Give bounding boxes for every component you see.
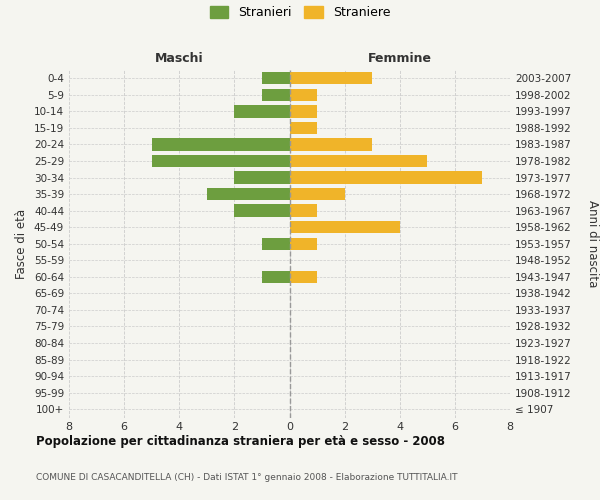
Bar	[235, 204, 290, 217]
Bar	[152, 138, 290, 150]
Bar	[262, 72, 290, 85]
Bar	[235, 172, 290, 184]
Bar	[235, 105, 290, 118]
Bar	[290, 172, 482, 184]
Legend: Stranieri, Straniere: Stranieri, Straniere	[209, 6, 391, 19]
Bar	[152, 155, 290, 167]
Bar	[290, 88, 317, 101]
Bar	[290, 221, 400, 234]
Bar	[207, 188, 290, 200]
Bar	[290, 122, 317, 134]
Bar	[290, 138, 372, 150]
Y-axis label: Anni di nascita: Anni di nascita	[586, 200, 599, 288]
Bar	[290, 155, 427, 167]
Bar	[262, 238, 290, 250]
Bar	[290, 238, 317, 250]
Text: Femmine: Femmine	[368, 52, 432, 65]
Bar	[290, 188, 344, 200]
Text: Maschi: Maschi	[155, 52, 203, 65]
Y-axis label: Fasce di età: Fasce di età	[16, 208, 28, 279]
Text: Popolazione per cittadinanza straniera per età e sesso - 2008: Popolazione per cittadinanza straniera p…	[36, 435, 445, 448]
Bar	[290, 105, 317, 118]
Text: COMUNE DI CASACANDITELLA (CH) - Dati ISTAT 1° gennaio 2008 - Elaborazione TUTTIT: COMUNE DI CASACANDITELLA (CH) - Dati IST…	[36, 472, 458, 482]
Bar	[290, 72, 372, 85]
Bar	[262, 270, 290, 283]
Bar	[290, 270, 317, 283]
Bar	[262, 88, 290, 101]
Bar	[290, 204, 317, 217]
